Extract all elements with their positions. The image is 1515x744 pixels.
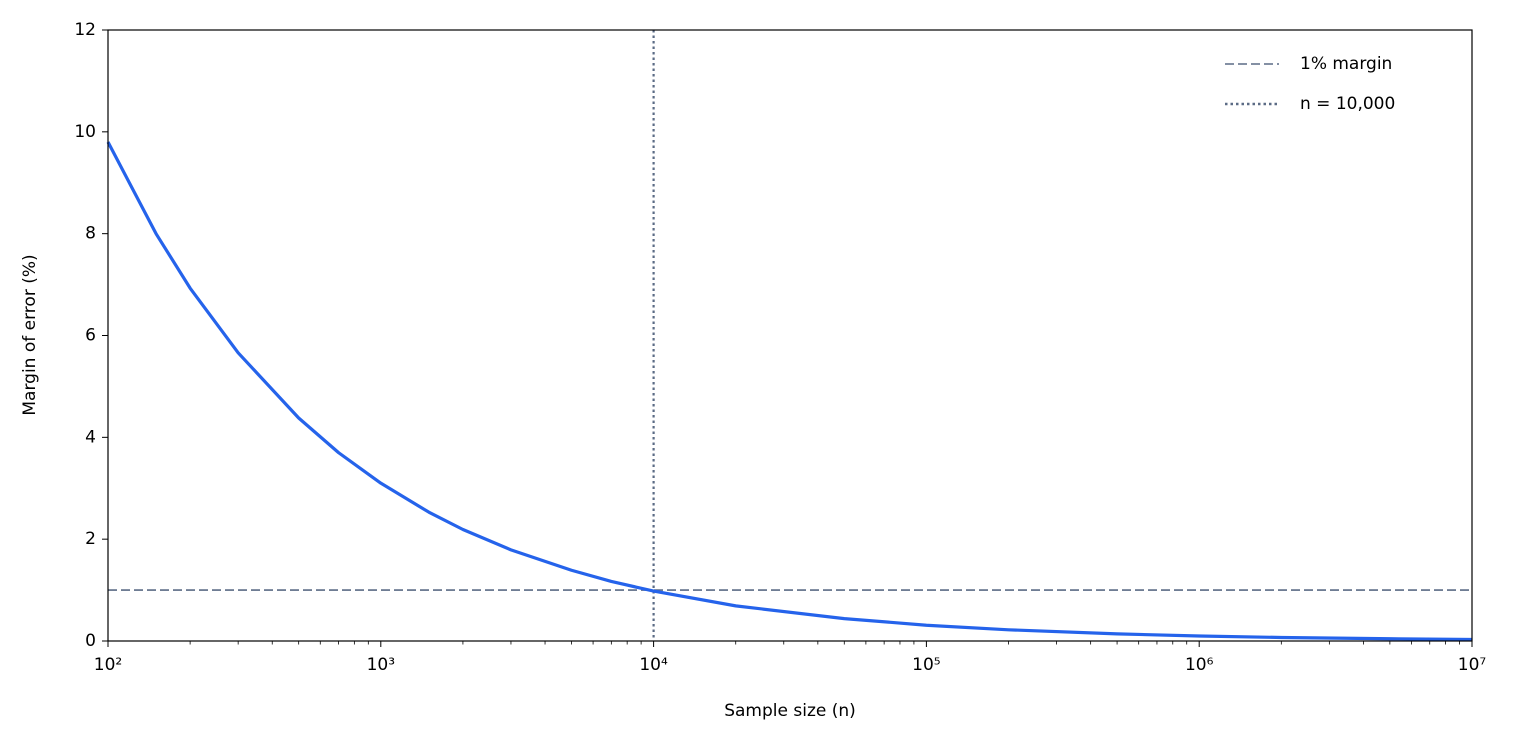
y-tick-label: 8 (85, 224, 96, 244)
y-tick-label: 4 (85, 427, 96, 447)
legend-label: 1% margin (1300, 54, 1392, 74)
y-tick-label: 10 (74, 122, 96, 142)
plot-frame (107, 29, 1473, 642)
y-tick-label: 12 (74, 20, 96, 40)
data-line (106, 141, 1473, 642)
y-tick-label: 2 (85, 529, 96, 549)
x-tick-label: 10⁴ (639, 655, 668, 675)
x-axis-label: Sample size (n) (724, 701, 856, 721)
x-tick-label: 10³ (367, 655, 395, 675)
legend-label: n = 10,000 (1300, 94, 1395, 114)
y-tick-label: 0 (85, 631, 96, 651)
x-tick-label: 10⁶ (1185, 655, 1214, 675)
y-axis-label: Margin of error (%) (20, 254, 40, 415)
x-tick-label: 10⁷ (1458, 655, 1487, 675)
x-tick-label: 10⁵ (912, 655, 940, 675)
y-tick-label: 6 (85, 326, 96, 346)
x-tick-label: 10² (94, 655, 122, 675)
